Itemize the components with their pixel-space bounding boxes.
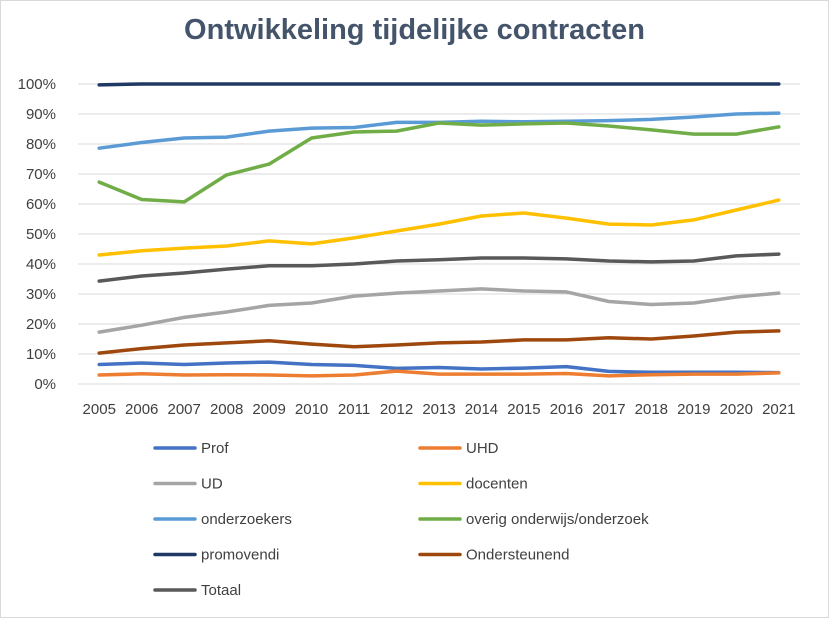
- x-tick-label: 2019: [677, 401, 710, 418]
- x-tick-label: 2008: [210, 401, 243, 418]
- series-line-overig-onderwijs-onderzoek: [97, 121, 781, 204]
- series-line-uhd: [97, 369, 781, 378]
- y-tick-label: 10%: [26, 346, 56, 363]
- y-tick-label: 30%: [26, 286, 56, 303]
- y-tick-label: 100%: [18, 76, 56, 93]
- legend-item-onderzoekers: onderzoekers: [153, 511, 292, 528]
- legend-label: docenten: [466, 476, 528, 493]
- y-tick-label: 40%: [26, 256, 56, 273]
- legend-label: UHD: [466, 440, 499, 457]
- y-tick-label: 90%: [26, 106, 56, 123]
- x-tick-label: 2021: [762, 401, 795, 418]
- x-tick-label: 2012: [380, 401, 413, 418]
- series-line-ondersteunend: [97, 329, 781, 355]
- legend-item-uhd: UHD: [418, 440, 499, 457]
- y-tick-label: 80%: [26, 136, 56, 153]
- y-tick-label: 0%: [34, 376, 56, 393]
- y-tick-label: 50%: [26, 226, 56, 243]
- x-tick-label: 2015: [507, 401, 540, 418]
- series-line-onderzoekers: [97, 111, 781, 150]
- x-tick-label: 2017: [592, 401, 625, 418]
- legend-label: overig onderwijs/onderzoek: [466, 511, 649, 528]
- series-line-prof: [97, 360, 781, 375]
- y-tick-label: 20%: [26, 316, 56, 333]
- legend-item-ondersteunend: Ondersteunend: [418, 547, 569, 564]
- series-line-totaal: [97, 252, 781, 283]
- x-tick-label: 2006: [125, 401, 158, 418]
- x-tick-label: 2011: [338, 401, 370, 418]
- x-tick-label: 2016: [550, 401, 583, 418]
- legend-item-ud: UD: [153, 476, 223, 493]
- legend-item-totaal: Totaal: [153, 582, 241, 599]
- legend-label: UD: [201, 476, 223, 493]
- x-tick-label: 2009: [252, 401, 285, 418]
- legend-item-docenten: docenten: [418, 476, 528, 493]
- series-line-promovendi: [97, 82, 781, 87]
- series-line-ud: [97, 287, 781, 334]
- legend-label: onderzoekers: [201, 511, 292, 528]
- legend-label: Ondersteunend: [466, 547, 569, 564]
- legend-label: Prof: [201, 440, 229, 457]
- y-tick-label: 60%: [26, 196, 56, 213]
- chart-title: Ontwikkeling tijdelijke contracten: [184, 14, 645, 46]
- series-line-docenten: [97, 198, 781, 257]
- legend-item-overig-onderwijs-onderzoek: overig onderwijs/onderzoek: [418, 511, 649, 528]
- x-tick-label: 2007: [167, 401, 200, 418]
- x-tick-label: 2005: [83, 401, 116, 418]
- legend-label: promovendi: [201, 547, 279, 564]
- legend-item-promovendi: promovendi: [153, 547, 279, 564]
- x-tick-label: 2010: [295, 401, 328, 418]
- x-tick-label: 2014: [465, 401, 498, 418]
- x-tick-label: 2013: [422, 401, 455, 418]
- x-tick-label: 2020: [720, 401, 753, 418]
- x-tick-label: 2018: [635, 401, 668, 418]
- y-tick-label: 70%: [26, 166, 56, 183]
- legend-item-prof: Prof: [153, 440, 229, 457]
- legend-label: Totaal: [201, 582, 241, 599]
